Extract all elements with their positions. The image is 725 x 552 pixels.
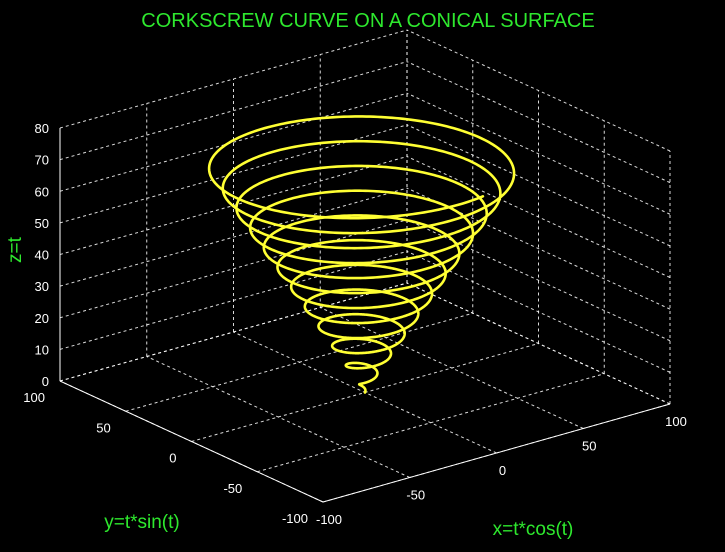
chart-title: CORKSCREW CURVE ON A CONICAL SURFACE (141, 10, 594, 32)
z-axis-label: z=t (5, 236, 26, 263)
z-tick-label: 0 (42, 374, 49, 389)
z-tick-label: 80 (35, 121, 49, 136)
wall-grid-line (406, 250, 671, 373)
wall-grid-line (59, 61, 408, 161)
wall-grid-line (406, 124, 671, 247)
wall-grid-line (59, 282, 408, 382)
wall-grid-line (59, 187, 408, 287)
wall-grid-line (59, 92, 408, 192)
z-tick-label: 20 (35, 311, 49, 326)
wall-grid-line (59, 219, 408, 319)
x-axis-line (322, 403, 671, 503)
x-tick-label: 50 (582, 439, 596, 454)
y-tick-label: 100 (23, 390, 45, 405)
z-tick-label: 70 (35, 153, 49, 168)
x-axis-label: x=t*cos(t) (493, 519, 574, 540)
z-tick-label: 30 (35, 279, 49, 294)
wall-grid-line (59, 250, 408, 350)
y-axis-line (59, 380, 324, 503)
wall-grid-line (406, 92, 671, 215)
tick-labels: 0 10 20 30 40 50 60 70 80 -100 -50 0 50 100 -100 -50 0 50… (23, 121, 687, 527)
wall-grid-line (406, 29, 671, 152)
floor-grid-line (257, 373, 605, 473)
axis-lines (59, 128, 671, 503)
wall-grid-line (59, 29, 408, 129)
wall-grid-line (406, 282, 671, 405)
x-tick-label: -100 (316, 512, 342, 527)
y-tick-label: -50 (223, 481, 242, 496)
z-tick-label: 10 (35, 342, 49, 357)
y-tick-label: 50 (96, 420, 110, 435)
wall-grid-line (406, 61, 671, 184)
floor-grid-line (125, 312, 473, 412)
z-tick-label: 50 (35, 216, 49, 231)
y-tick-label: 0 (169, 451, 176, 466)
x-tick-label: -50 (406, 488, 425, 503)
z-tick-label: 60 (35, 184, 49, 199)
y-axis-label: y=t*sin(t) (104, 512, 180, 533)
wall-grid-line (406, 156, 671, 278)
y-tick-label: -100 (282, 511, 308, 526)
x-tick-label: 100 (665, 414, 687, 429)
corkscrew-curve (207, 115, 516, 394)
z-tick-label: 40 (35, 248, 49, 263)
x-tick-label: 0 (499, 463, 506, 478)
